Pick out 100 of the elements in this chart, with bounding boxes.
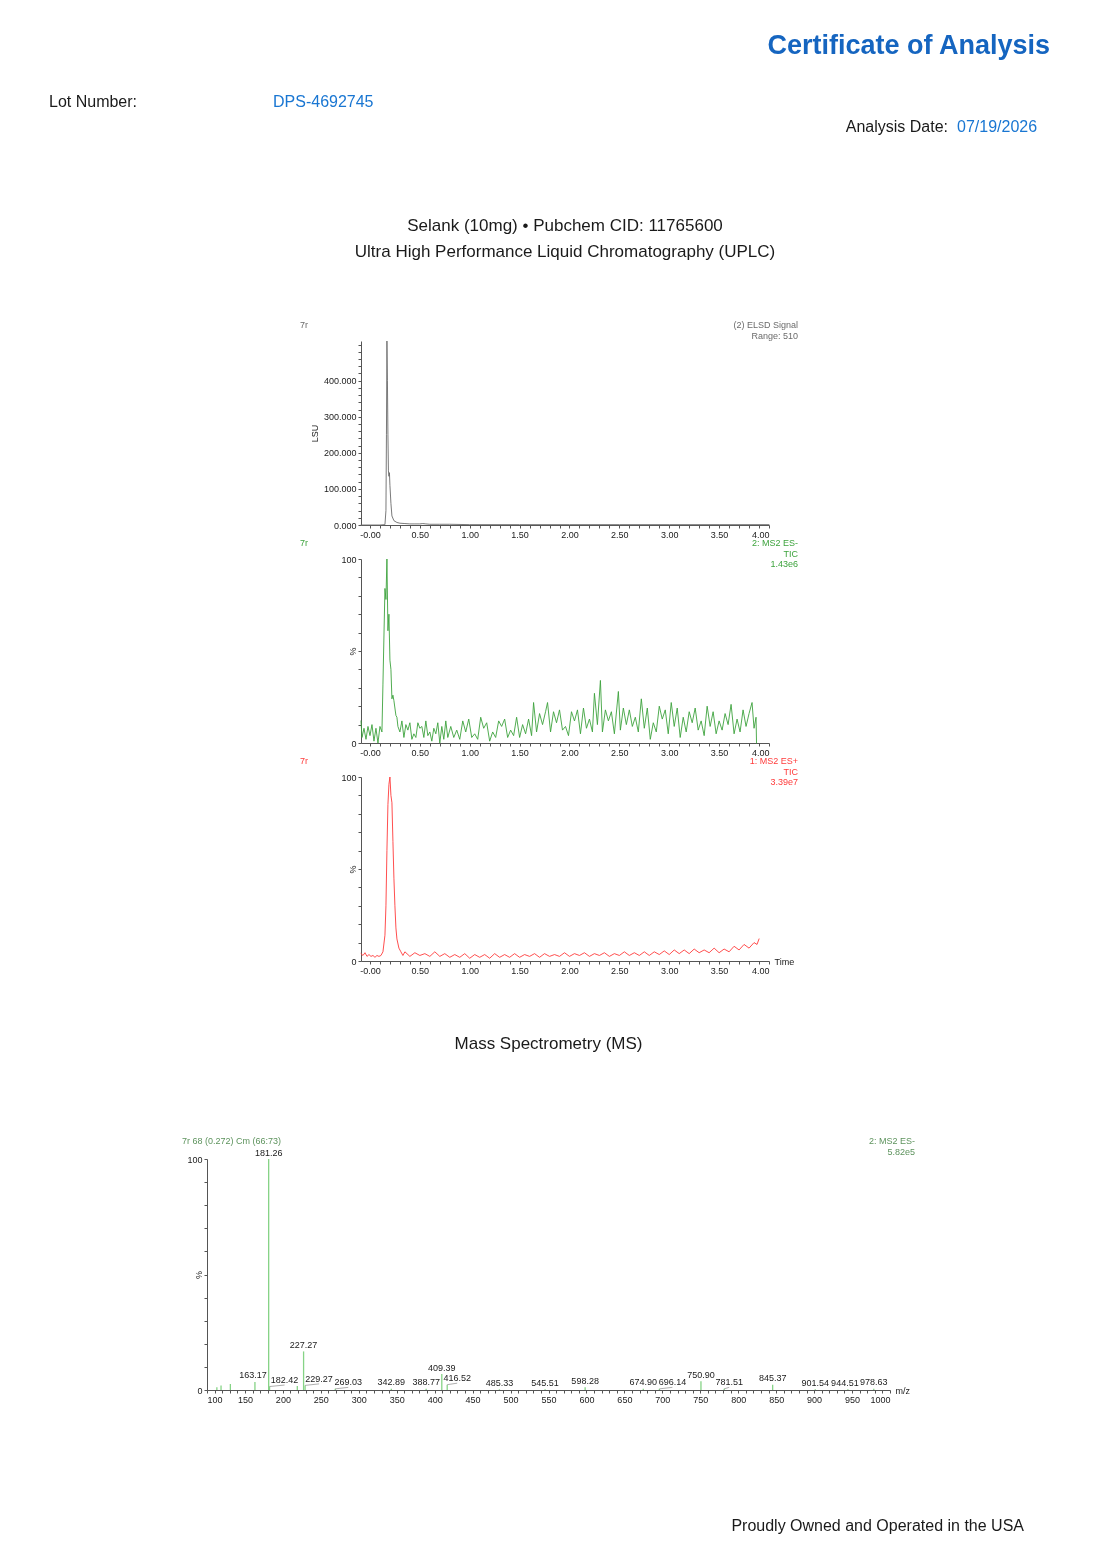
x-tick-label: 4.00 bbox=[751, 747, 770, 758]
annotation: 416.52 bbox=[443, 1373, 471, 1384]
x-tick-label: 1.00 bbox=[461, 747, 479, 758]
x-tick-label: 4.00 bbox=[751, 965, 770, 976]
text: 1: MS2 ES+ bbox=[749, 756, 798, 766]
text: 7r bbox=[300, 538, 309, 548]
x-tick-label: 400 bbox=[427, 1394, 443, 1405]
x-axis-title: Time bbox=[774, 956, 795, 967]
x-tick-label: 0.50 bbox=[411, 965, 430, 976]
text: 3.39e7 bbox=[770, 777, 798, 787]
y-axis-title: % bbox=[347, 865, 358, 874]
x-axis-title: m/z bbox=[895, 1385, 911, 1396]
x-tick-label: 1.00 bbox=[461, 965, 479, 976]
x-tick-label: 2.00 bbox=[561, 747, 579, 758]
x-tick-label: 250 bbox=[313, 1394, 329, 1405]
x-tick-label: 650 bbox=[617, 1394, 633, 1405]
text: 7r bbox=[300, 756, 309, 766]
x-tick-label: 950 bbox=[845, 1394, 861, 1405]
x-tick-label: 2.00 bbox=[561, 529, 579, 540]
y-tick-label: 0 bbox=[197, 1385, 203, 1396]
x-tick-label: 450 bbox=[465, 1394, 481, 1405]
annotation: 485.33 bbox=[485, 1377, 514, 1388]
annotation: 545.51 bbox=[531, 1377, 559, 1388]
text: Analysis Date: bbox=[845, 118, 948, 135]
annotation: 845.37 bbox=[758, 1373, 787, 1384]
annotation: 696.14 bbox=[658, 1377, 687, 1388]
x-tick-label: -0.00 bbox=[360, 529, 381, 540]
y-tick-label: 0.000 bbox=[333, 520, 357, 531]
x-tick-label: -0.00 bbox=[360, 965, 381, 976]
text: Lot Number: bbox=[49, 93, 138, 110]
x-tick-label: 3.00 bbox=[660, 747, 679, 758]
chart-title: Selank (10mg) • Pubchem CID: 11765600 bbox=[407, 216, 723, 235]
x-tick-label: 600 bbox=[579, 1394, 595, 1405]
x-tick-label: 3.50 bbox=[710, 965, 729, 976]
x-tick-label: 150 bbox=[237, 1394, 253, 1405]
x-tick-label: 550 bbox=[541, 1394, 557, 1405]
x-tick-label: 900 bbox=[807, 1394, 823, 1405]
x-tick-label: 2.50 bbox=[611, 965, 629, 976]
text: Proudly Owned and Operated in the USA bbox=[731, 1517, 1025, 1534]
x-tick-label: 3.00 bbox=[660, 965, 679, 976]
x-tick-label: 200 bbox=[275, 1394, 291, 1405]
annotation: 182.42 bbox=[270, 1375, 299, 1386]
annotation: 978.63 bbox=[860, 1377, 888, 1388]
line-series bbox=[360, 558, 757, 744]
x-tick-label: 1.50 bbox=[511, 965, 529, 976]
text: 5.82e5 bbox=[887, 1146, 915, 1157]
x-tick-label: 0.50 bbox=[411, 747, 430, 758]
text: 07/19/2026 bbox=[957, 118, 1038, 135]
annotation: 163.17 bbox=[239, 1370, 267, 1381]
line-series bbox=[360, 340, 770, 526]
y-axis-title: % bbox=[347, 647, 358, 656]
x-tick-label: 800 bbox=[731, 1394, 747, 1405]
text: TIC bbox=[783, 548, 799, 559]
line-series bbox=[360, 776, 760, 959]
y-tick-label: 0 bbox=[351, 738, 357, 749]
text: Range: 510 bbox=[751, 330, 798, 341]
x-tick-label: 2.00 bbox=[561, 965, 579, 976]
x-tick-label: 0.50 bbox=[411, 529, 430, 540]
annotation: 229.27 bbox=[305, 1373, 333, 1384]
text: Certificate of Analysis bbox=[767, 30, 1050, 60]
annotation: 227.27 bbox=[289, 1339, 318, 1350]
x-tick-label: 2.50 bbox=[611, 747, 629, 758]
x-tick-label: 300 bbox=[351, 1394, 367, 1405]
x-tick-label: 100 bbox=[207, 1394, 223, 1405]
y-tick-label: 0 bbox=[351, 956, 357, 967]
x-tick-label: 4.00 bbox=[751, 529, 770, 540]
x-tick-label: 850 bbox=[769, 1394, 785, 1405]
text: 1.43e6 bbox=[770, 559, 798, 569]
text: (2) ELSD Signal bbox=[733, 320, 798, 330]
x-tick-label: 3.00 bbox=[660, 529, 679, 540]
x-tick-label: 700 bbox=[655, 1394, 671, 1405]
y-tick-label: 100.000 bbox=[323, 484, 357, 495]
x-tick-label: 3.50 bbox=[710, 529, 729, 540]
x-tick-label: 1.50 bbox=[511, 747, 529, 758]
x-tick-label: 750 bbox=[693, 1394, 709, 1405]
annotation: 269.03 bbox=[334, 1377, 363, 1388]
annotation: 598.28 bbox=[571, 1375, 599, 1386]
x-tick-label: 500 bbox=[503, 1394, 519, 1405]
y-axis-title: % bbox=[193, 1270, 204, 1280]
chart-title: Mass Spectrometry (MS) bbox=[454, 1034, 643, 1053]
x-tick-label: 350 bbox=[389, 1394, 405, 1405]
chart-subtitle: Ultra High Performance Liquid Chromatography (UPLC) bbox=[354, 242, 776, 261]
annotation: 674.90 bbox=[629, 1377, 658, 1388]
annotation: 388.77 bbox=[412, 1377, 440, 1388]
text: 2: MS2 ES- bbox=[868, 1136, 915, 1146]
y-tick-label: 200.000 bbox=[323, 448, 357, 459]
text: 7r bbox=[300, 320, 309, 330]
x-tick-label: 1.00 bbox=[461, 529, 479, 540]
x-tick-label: 3.50 bbox=[710, 747, 729, 758]
annotation: 750.90 bbox=[687, 1369, 715, 1380]
x-tick-label: 2.50 bbox=[611, 529, 629, 540]
y-tick-label: 100 bbox=[341, 554, 357, 565]
annotation: 944.51 bbox=[831, 1377, 859, 1388]
annotation: 901.54 bbox=[801, 1377, 830, 1388]
annotation: 342.89 bbox=[377, 1377, 406, 1388]
x-tick-label: 1.50 bbox=[511, 529, 529, 540]
y-axis-title: LSU bbox=[309, 424, 320, 443]
annotation: 409.39 bbox=[428, 1362, 456, 1373]
text: DPS-4692745 bbox=[273, 93, 374, 110]
x-tick-label: -0.00 bbox=[360, 747, 381, 758]
